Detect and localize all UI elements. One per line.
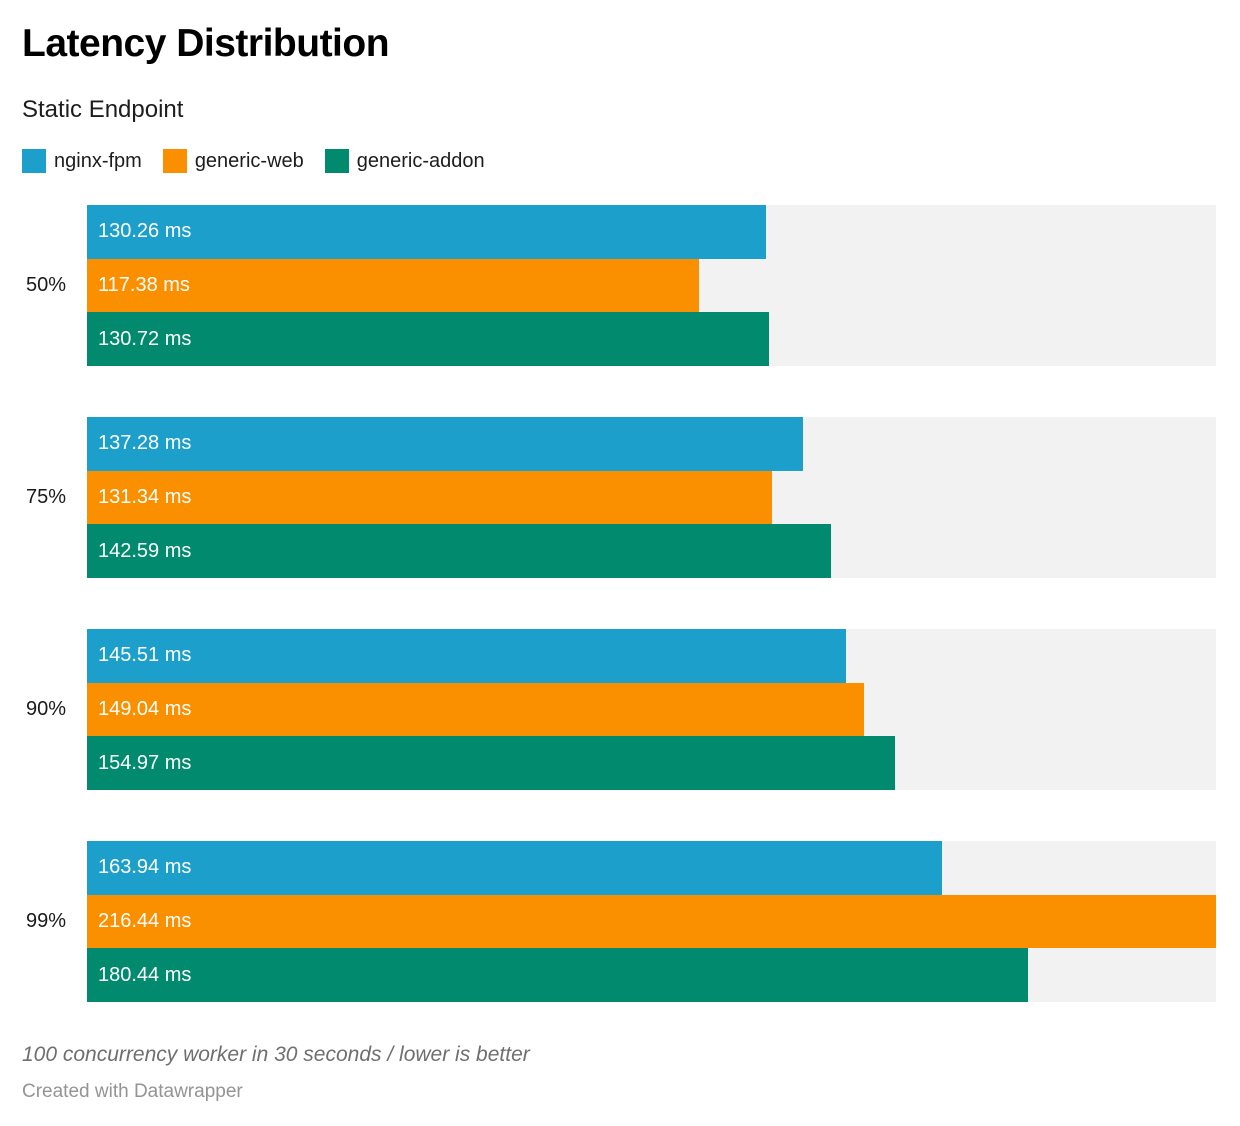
- bar-value-label: 131.34 ms: [98, 485, 192, 508]
- legend-swatch-icon: [324, 149, 349, 173]
- bar-generic-addon: 130.72 ms: [87, 312, 769, 366]
- legend-label: generic-web: [194, 150, 304, 172]
- bar-value-label: 180.44 ms: [98, 963, 192, 986]
- bar-generic-addon: 142.59 ms: [87, 524, 831, 578]
- category-label: 99%: [25, 909, 66, 932]
- bar-track: 137.28 ms: [87, 416, 1216, 471]
- bar-generic-web: 131.34 ms: [87, 470, 773, 525]
- bar-value-label: 154.97 ms: [98, 751, 192, 774]
- bar-rows: 130.26 ms 117.38 ms 130.72 ms: [87, 205, 1216, 366]
- legend-item-generic-web: generic-web: [162, 149, 304, 173]
- bar-rows: 163.94 ms 216.44 ms 180.44 ms: [87, 840, 1216, 1002]
- bar-track: 149.04 ms: [87, 682, 1216, 737]
- legend-swatch-icon: [22, 149, 46, 173]
- chart-subtitle: Static Endpoint: [22, 96, 184, 123]
- bar-track: 154.97 ms: [87, 736, 1216, 790]
- bar-value-label: 149.04 ms: [98, 697, 192, 720]
- bar-track: 216.44 ms: [87, 894, 1216, 949]
- legend-label: generic-addon: [356, 150, 485, 172]
- bar-value-label: 137.28 ms: [98, 432, 192, 455]
- chart-footnote: 100 concurrency worker in 30 seconds / l…: [22, 1042, 530, 1066]
- bar-generic-addon: 154.97 ms: [87, 736, 896, 790]
- category-label: 75%: [25, 485, 66, 508]
- bar-group-50%: 50% 130.26 ms 117.38 ms 130.72 ms: [22, 205, 1216, 366]
- chart-container: Latency Distribution Static Endpoint ngi…: [22, 22, 1216, 1102]
- bar-value-label: 117.38 ms: [98, 273, 190, 296]
- bar-group-90%: 90% 145.51 ms 149.04 ms 154.97 ms: [22, 628, 1216, 790]
- bar-nginx-fpm: 137.28 ms: [87, 416, 804, 471]
- bar-value-label: 145.51 ms: [98, 644, 192, 667]
- bar-value-label: 142.59 ms: [98, 539, 192, 562]
- legend-item-generic-addon: generic-addon: [324, 149, 485, 173]
- bar-generic-web: 149.04 ms: [87, 682, 865, 737]
- bar-generic-web: 216.44 ms: [87, 894, 1216, 949]
- category-label: 50%: [25, 273, 66, 296]
- legend-swatch-icon: [162, 149, 187, 173]
- bar-track: 130.26 ms: [87, 205, 1216, 259]
- bar-track: 117.38 ms: [87, 258, 1216, 313]
- bar-track: 131.34 ms: [87, 470, 1216, 525]
- bar-value-label: 163.94 ms: [98, 856, 192, 879]
- bar-value-label: 216.44 ms: [98, 909, 192, 932]
- bar-nginx-fpm: 130.26 ms: [87, 205, 767, 259]
- legend: nginx-fpm generic-web generic-addon: [22, 149, 1216, 173]
- bar-nginx-fpm: 145.51 ms: [87, 628, 846, 683]
- bar-track: 130.72 ms: [87, 312, 1216, 366]
- bar-value-label: 130.72 ms: [98, 327, 192, 350]
- bar-rows: 145.51 ms 149.04 ms 154.97 ms: [87, 628, 1216, 790]
- bar-generic-web: 117.38 ms: [87, 258, 700, 313]
- bar-track: 163.94 ms: [87, 840, 1216, 895]
- bar-group-75%: 75% 137.28 ms 131.34 ms 142.59 ms: [22, 416, 1216, 578]
- legend-label: nginx-fpm: [54, 150, 142, 172]
- bar-group-99%: 99% 163.94 ms 216.44 ms 180.44 ms: [22, 840, 1216, 1002]
- datawrapper-attribution: Created with Datawrapper: [22, 1080, 243, 1102]
- category-label: 90%: [25, 697, 66, 720]
- bar-track: 142.59 ms: [87, 524, 1216, 578]
- page-title: Latency Distribution: [22, 22, 390, 65]
- bar-value-label: 130.26 ms: [98, 220, 192, 243]
- chart: 50% 130.26 ms 117.38 ms 130.72 ms 75% 137.28 …: [22, 205, 1216, 1002]
- bar-track: 180.44 ms: [87, 948, 1216, 1002]
- legend-item-nginx-fpm: nginx-fpm: [22, 149, 142, 173]
- bar-generic-addon: 180.44 ms: [87, 948, 1029, 1002]
- bar-rows: 137.28 ms 131.34 ms 142.59 ms: [87, 416, 1216, 578]
- bar-nginx-fpm: 163.94 ms: [87, 840, 943, 895]
- bar-track: 145.51 ms: [87, 628, 1216, 683]
